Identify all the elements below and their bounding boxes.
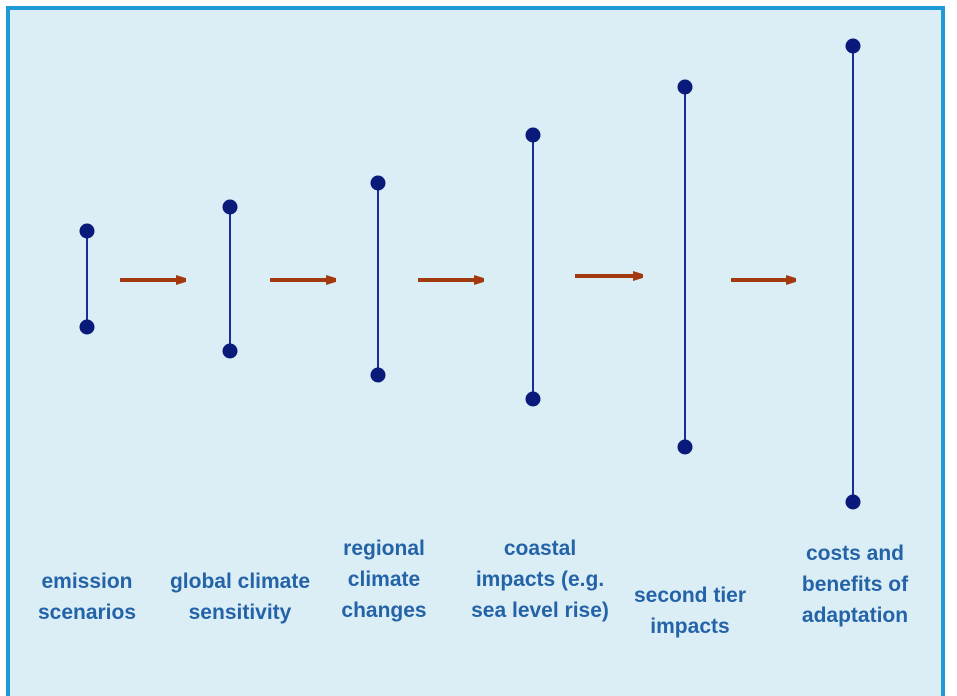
range-bar-second-tier-impacts <box>677 79 693 455</box>
range-bar-regional-climate-changes <box>370 175 386 383</box>
stage-label-costs-and-benefits: costs and benefits of adaptation <box>801 542 909 627</box>
range-bar-costs-and-benefits <box>845 38 861 510</box>
range-top-dot <box>845 38 861 54</box>
range-bar-emission-scenarios <box>79 223 95 335</box>
stage-label-global-climate-sensitivity: global climate sensitivity <box>169 570 311 624</box>
range-bottom-dot <box>845 494 861 510</box>
range-bottom-dot <box>222 343 238 359</box>
range-bottom-dot <box>79 319 95 335</box>
range-top-dot <box>79 223 95 239</box>
range-bottom-dot <box>677 439 693 455</box>
stage-label-regional-climate-changes: regional climate changes <box>341 537 427 622</box>
range-bar-coastal-impacts <box>525 127 541 407</box>
range-top-dot <box>677 79 693 95</box>
stage-label-second-tier-impacts: second tier impacts <box>633 584 747 638</box>
stage-label-emission-scenarios: emission scenarios <box>37 570 137 624</box>
diagram-frame <box>6 6 945 696</box>
range-top-dot <box>525 127 541 143</box>
stage-label-coastal-impacts: coastal impacts (e.g. sea level rise) <box>471 537 609 622</box>
range-bottom-dot <box>370 367 386 383</box>
range-bottom-dot <box>525 391 541 407</box>
range-top-dot <box>222 199 238 215</box>
range-bar-global-climate-sensitivity <box>222 199 238 359</box>
range-top-dot <box>370 175 386 191</box>
